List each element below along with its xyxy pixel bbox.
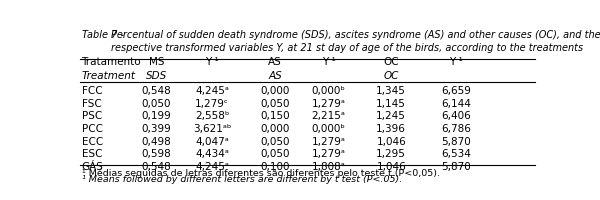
Text: 0,000ᵇ: 0,000ᵇ xyxy=(311,86,346,96)
Text: 0,050: 0,050 xyxy=(260,98,290,108)
Text: 2,558ᵇ: 2,558ᵇ xyxy=(195,111,229,121)
Text: FCC: FCC xyxy=(82,86,102,96)
Text: 1,046: 1,046 xyxy=(376,136,406,146)
Text: 4,047ᵃ: 4,047ᵃ xyxy=(196,136,229,146)
Text: 0,399: 0,399 xyxy=(142,123,171,133)
Text: 1,396: 1,396 xyxy=(376,123,406,133)
Text: 0,199: 0,199 xyxy=(142,111,171,121)
Text: GÁS: GÁS xyxy=(82,161,103,171)
Text: ESC: ESC xyxy=(82,149,102,159)
Text: 0,050: 0,050 xyxy=(142,98,171,108)
Text: Tratamento: Tratamento xyxy=(82,56,141,66)
Text: 0,498: 0,498 xyxy=(142,136,171,146)
Text: ECC: ECC xyxy=(82,136,103,146)
Text: SDS: SDS xyxy=(146,71,167,81)
Text: 1,295: 1,295 xyxy=(376,149,406,159)
Text: FSC: FSC xyxy=(82,98,101,108)
Text: ¹ Means followed by different letters are different by t test (P<.05).: ¹ Means followed by different letters ar… xyxy=(82,175,402,184)
Text: AS: AS xyxy=(268,56,282,66)
Text: 5,870: 5,870 xyxy=(442,136,471,146)
Text: 4,245ᵃ: 4,245ᵃ xyxy=(195,86,229,96)
Text: 6,406: 6,406 xyxy=(442,111,471,121)
Text: 4,434ᵃ: 4,434ᵃ xyxy=(195,149,229,159)
Text: 1,279ᵃ: 1,279ᵃ xyxy=(311,98,346,108)
Text: 1,808ᵃ: 1,808ᵃ xyxy=(311,161,346,171)
Text: 2,215ᵃ: 2,215ᵃ xyxy=(311,111,346,121)
Text: ¹ Médias seguidas de letras diferentes são diferentes pelo teste t (P<0,05).: ¹ Médias seguidas de letras diferentes s… xyxy=(82,168,440,177)
Text: 0,150: 0,150 xyxy=(260,111,290,121)
Text: 1,046: 1,046 xyxy=(376,161,406,171)
Text: Y ¹: Y ¹ xyxy=(449,56,463,66)
Text: 0,100: 0,100 xyxy=(260,161,290,171)
Text: 1,279ᵃ: 1,279ᵃ xyxy=(311,136,346,146)
Text: 6,144: 6,144 xyxy=(442,98,471,108)
Text: 0,000: 0,000 xyxy=(260,123,290,133)
Text: 1,145: 1,145 xyxy=(376,98,406,108)
Text: Table 7 -: Table 7 - xyxy=(82,30,124,40)
Text: 1,245: 1,245 xyxy=(376,111,406,121)
Text: PCC: PCC xyxy=(82,123,103,133)
Text: 0,548: 0,548 xyxy=(142,86,171,96)
Text: 1,279ᶜ: 1,279ᶜ xyxy=(196,98,229,108)
Text: 6,659: 6,659 xyxy=(442,86,471,96)
Text: OC: OC xyxy=(383,71,399,81)
Text: Y ¹: Y ¹ xyxy=(322,56,335,66)
Text: AS: AS xyxy=(268,71,282,81)
Text: 0,050: 0,050 xyxy=(260,136,290,146)
Text: OC: OC xyxy=(383,56,399,66)
Text: 4,245ᵃ: 4,245ᵃ xyxy=(195,161,229,171)
Text: Y ¹: Y ¹ xyxy=(205,56,219,66)
Text: respective transformed variables Y, at 21 st day of age of the birds, according : respective transformed variables Y, at 2… xyxy=(111,42,583,52)
Text: 6,534: 6,534 xyxy=(442,149,471,159)
Text: 5,870: 5,870 xyxy=(442,161,471,171)
Text: PSC: PSC xyxy=(82,111,102,121)
Text: 1,279ᵃ: 1,279ᵃ xyxy=(311,149,346,159)
Text: Treatment: Treatment xyxy=(82,71,136,81)
Text: 0,000ᵇ: 0,000ᵇ xyxy=(311,123,346,133)
Text: 6,786: 6,786 xyxy=(442,123,471,133)
Text: 1,345: 1,345 xyxy=(376,86,406,96)
Text: 0,000: 0,000 xyxy=(260,86,290,96)
Text: MS: MS xyxy=(149,56,164,66)
Text: 0,548: 0,548 xyxy=(142,161,171,171)
Text: Percentual of sudden death syndrome (SDS), ascites syndrome (AS) and other cause: Percentual of sudden death syndrome (SDS… xyxy=(111,30,600,40)
Text: 3,621ᵃᵇ: 3,621ᵃᵇ xyxy=(193,123,232,133)
Text: 0,598: 0,598 xyxy=(142,149,171,159)
Text: 0,050: 0,050 xyxy=(260,149,290,159)
